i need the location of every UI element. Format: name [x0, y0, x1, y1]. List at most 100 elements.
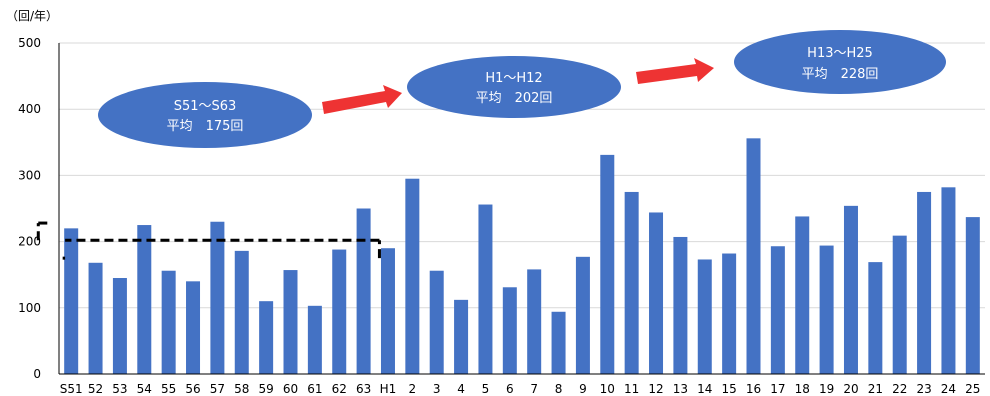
annotation-bubbles: S51～S63 平均 175回 H1～H12 平均 202回 H13～H25 平… — [98, 30, 946, 148]
bar — [64, 228, 79, 374]
x-tick-label: 11 — [624, 382, 639, 396]
bar — [649, 212, 664, 374]
bars — [64, 138, 980, 374]
bar — [234, 250, 249, 374]
bar — [722, 253, 737, 374]
x-tick-label: 10 — [600, 382, 615, 396]
x-tick-label: 52 — [88, 382, 103, 396]
bar — [356, 208, 371, 374]
bar — [892, 235, 907, 374]
bar — [137, 225, 152, 374]
bubble-shape — [98, 82, 312, 148]
x-tick-label: 6 — [506, 382, 514, 396]
x-tick-label: 3 — [433, 382, 441, 396]
bubble-line1: S51～S63 — [174, 99, 237, 114]
bar — [673, 236, 688, 374]
x-tick-label: 2 — [409, 382, 417, 396]
x-tick-label: 13 — [673, 382, 688, 396]
y-tick-label: 100 — [18, 301, 41, 315]
x-tick-label: 25 — [965, 382, 980, 396]
x-tick-label: 19 — [819, 382, 834, 396]
x-tick-label: 57 — [210, 382, 225, 396]
bar — [746, 138, 761, 374]
x-tick-label: 54 — [137, 382, 152, 396]
x-tick-label: 61 — [307, 382, 322, 396]
x-tick-label: 15 — [721, 382, 736, 396]
bar — [88, 262, 103, 374]
bar — [429, 270, 444, 374]
x-tick-label: 56 — [185, 382, 200, 396]
arrow-2 — [636, 58, 714, 84]
bubble-line2: 平均 175回 — [167, 119, 244, 134]
bar — [210, 221, 225, 374]
x-tick-label: H1 — [380, 382, 397, 396]
x-tick-label: 20 — [843, 382, 858, 396]
bar — [307, 305, 322, 374]
x-tick-label: 24 — [941, 382, 956, 396]
x-tick-label: 23 — [916, 382, 931, 396]
bar — [941, 187, 956, 374]
bubble-line1: H13～H25 — [807, 46, 873, 61]
x-tick-label: 4 — [457, 382, 465, 396]
y-tick-label: 0 — [33, 367, 41, 381]
x-tick-label: 58 — [234, 382, 249, 396]
bubble-line1: H1～H12 — [485, 71, 542, 86]
annotation-bubble-1: S51～S63 平均 175回 — [98, 82, 312, 148]
x-tick-label: 5 — [482, 382, 490, 396]
x-tick-label: 14 — [697, 382, 712, 396]
bar — [600, 154, 615, 374]
x-tick-label: 21 — [868, 382, 883, 396]
bar — [551, 311, 566, 374]
bar — [843, 205, 858, 374]
x-tick-label: 17 — [770, 382, 785, 396]
y-tick-label: 200 — [18, 235, 41, 249]
x-tick-label: 55 — [161, 382, 176, 396]
y-axis-ticks: 0 100 200 300 400 500 — [18, 36, 41, 381]
x-tick-label: 18 — [795, 382, 810, 396]
x-tick-label: 59 — [258, 382, 273, 396]
bar — [380, 248, 395, 374]
x-tick-label: S51 — [60, 382, 83, 396]
bubble-shape — [407, 56, 621, 118]
bar — [819, 245, 834, 374]
annotation-bubble-2: H1～H12 平均 202回 — [407, 56, 621, 118]
bubble-line2: 平均 202回 — [476, 91, 553, 106]
bar — [502, 287, 517, 374]
x-tick-label: 63 — [356, 382, 371, 396]
x-tick-label: 60 — [283, 382, 298, 396]
bubble-shape — [734, 30, 946, 94]
bar — [283, 270, 298, 374]
x-tick-label: 53 — [112, 382, 127, 396]
x-tick-label: 12 — [648, 382, 663, 396]
bar — [478, 204, 493, 374]
x-tick-label: 8 — [555, 382, 563, 396]
bubble-line2: 平均 228回 — [802, 67, 879, 82]
bar — [965, 217, 980, 374]
x-tick-label: 9 — [579, 382, 587, 396]
bar — [697, 259, 712, 374]
bar — [112, 278, 127, 374]
bar — [868, 262, 883, 374]
x-tick-label: 16 — [746, 382, 761, 396]
bar — [161, 270, 176, 374]
x-tick-label: 62 — [332, 382, 347, 396]
y-tick-label: 300 — [18, 168, 41, 182]
bar — [259, 301, 274, 374]
arrows — [322, 58, 714, 114]
bar — [917, 191, 932, 374]
bar — [770, 246, 785, 374]
bar — [527, 269, 542, 374]
bar — [186, 281, 201, 374]
x-tick-label: 7 — [530, 382, 538, 396]
x-tick-label: 22 — [892, 382, 907, 396]
unit-label: （回/年） — [6, 9, 58, 23]
bar — [332, 249, 347, 374]
y-tick-label: 500 — [18, 36, 41, 50]
annotation-bubble-3: H13～H25 平均 228回 — [734, 30, 946, 94]
y-tick-label: 400 — [18, 102, 41, 116]
bar — [575, 256, 590, 374]
x-axis-ticks: S51 52 53 54 55 56 57 58 59 60 61 62 63 H1 2 3 4 5 6 7 8 9 10 1… — [60, 382, 981, 396]
arrow-1 — [322, 85, 402, 114]
bar — [795, 216, 810, 374]
